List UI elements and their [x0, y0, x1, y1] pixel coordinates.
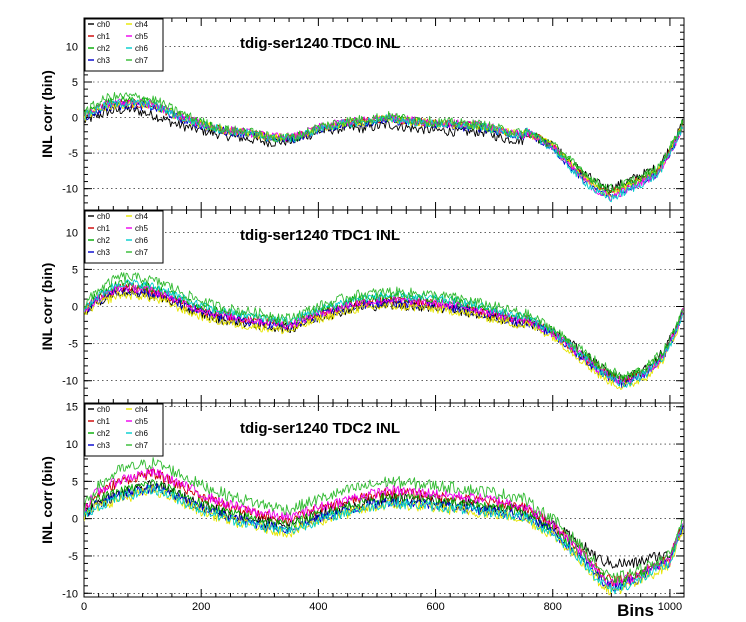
legend-entry-ch6: ch6 — [135, 44, 148, 53]
series-line-ch7 — [84, 272, 684, 380]
legend-entry-ch0: ch0 — [97, 405, 110, 414]
y-tick-label: 5 — [72, 476, 78, 488]
y-axis-label: INL corr (bin) — [39, 456, 55, 544]
chart-panel-1: -10 -5 0 5 10 INL corr (bin) tdig-ser1240 TDC1… — [39, 209, 685, 404]
series-line-ch7 — [84, 457, 683, 584]
legend: ch0 ch1 ch2 ch3 ch4 ch5 ch6 ch7 — [84, 210, 164, 264]
legend-entry-ch5: ch5 — [135, 224, 148, 233]
y-tick-label: -5 — [68, 148, 78, 160]
legend-box — [84, 18, 164, 72]
legend-entry-ch1: ch1 — [97, 417, 110, 426]
series-line-ch6 — [84, 484, 683, 595]
legend-entry-ch4: ch4 — [135, 405, 148, 414]
legend-box — [84, 210, 164, 264]
x-tick-label: 1000 — [658, 601, 682, 613]
legend-entry-ch0: ch0 — [97, 20, 110, 29]
y-tick-label: 10 — [66, 439, 78, 451]
chart-panel-2: -10 -5 0 5 10 15 0 200 400 600 800 1000 INL corr (bi… — [39, 402, 685, 620]
y-tick-label: 15 — [66, 402, 78, 414]
legend-entry-ch1: ch1 — [97, 32, 110, 41]
x-tick-label: 0 — [81, 601, 87, 613]
y-tick-label: 0 — [72, 113, 78, 125]
series-line-ch6 — [84, 279, 684, 388]
y-tick-label: -10 — [62, 184, 78, 196]
y-tick-label: -5 — [68, 551, 78, 563]
series-line-ch7 — [84, 92, 684, 193]
legend: ch0 ch1 ch2 ch3 ch4 ch5 ch6 ch7 — [84, 403, 164, 457]
legend-entry-ch1: ch1 — [97, 224, 110, 233]
series-group — [84, 457, 684, 596]
x-axis-label: Bins — [617, 601, 654, 620]
chart-title: tdig-ser1240 TDC0 INL — [240, 35, 400, 52]
y-axis-label: INL corr (bin) — [39, 70, 55, 158]
series-group — [84, 92, 684, 203]
x-tick-label: 800 — [544, 601, 562, 613]
legend-entry-ch7: ch7 — [135, 441, 148, 450]
y-tick-label: 10 — [66, 227, 78, 239]
legend-entry-ch6: ch6 — [135, 429, 148, 438]
y-tick-label: 0 — [72, 302, 78, 314]
y-tick-label: 0 — [72, 514, 78, 526]
legend-box — [84, 403, 164, 457]
legend-entry-ch2: ch2 — [97, 44, 110, 53]
legend-entry-ch5: ch5 — [135, 417, 148, 426]
legend-entry-ch5: ch5 — [135, 32, 148, 41]
chart-panel-0: -10 -5 0 5 10 INL corr (bin) tdig-ser1240 TDC0… — [39, 17, 685, 211]
legend-entry-ch4: ch4 — [135, 212, 148, 221]
legend-entry-ch3: ch3 — [97, 441, 110, 450]
legend-entry-ch0: ch0 — [97, 212, 110, 221]
legend-entry-ch7: ch7 — [135, 56, 148, 65]
x-tick-label: 400 — [309, 601, 327, 613]
y-tick-label: 5 — [72, 77, 78, 89]
chart-title: tdig-ser1240 TDC2 INL — [240, 420, 400, 437]
y-tick-label: -5 — [68, 339, 78, 351]
legend-entry-ch2: ch2 — [97, 429, 110, 438]
legend-entry-ch2: ch2 — [97, 236, 110, 245]
x-tick-label: 600 — [426, 601, 444, 613]
legend-entry-ch7: ch7 — [135, 248, 148, 257]
series-line-ch0 — [84, 104, 684, 194]
legend-entry-ch4: ch4 — [135, 20, 148, 29]
legend-entry-ch3: ch3 — [97, 56, 110, 65]
series-line-ch4 — [84, 290, 684, 390]
y-tick-label: -10 — [62, 376, 78, 388]
legend-entry-ch6: ch6 — [135, 236, 148, 245]
y-axis-label: INL corr (bin) — [39, 263, 55, 351]
y-tick-label: 10 — [66, 41, 78, 53]
y-tick-label: -10 — [62, 588, 78, 600]
legend-entry-ch3: ch3 — [97, 248, 110, 257]
chart-title: tdig-ser1240 TDC1 INL — [240, 227, 400, 244]
x-tick-label: 200 — [192, 601, 210, 613]
series-line-ch5 — [84, 283, 684, 385]
y-tick-label: 5 — [72, 264, 78, 276]
legend: ch0 ch1 ch2 ch3 ch4 ch5 ch6 ch7 — [84, 18, 164, 72]
series-group — [84, 272, 684, 390]
